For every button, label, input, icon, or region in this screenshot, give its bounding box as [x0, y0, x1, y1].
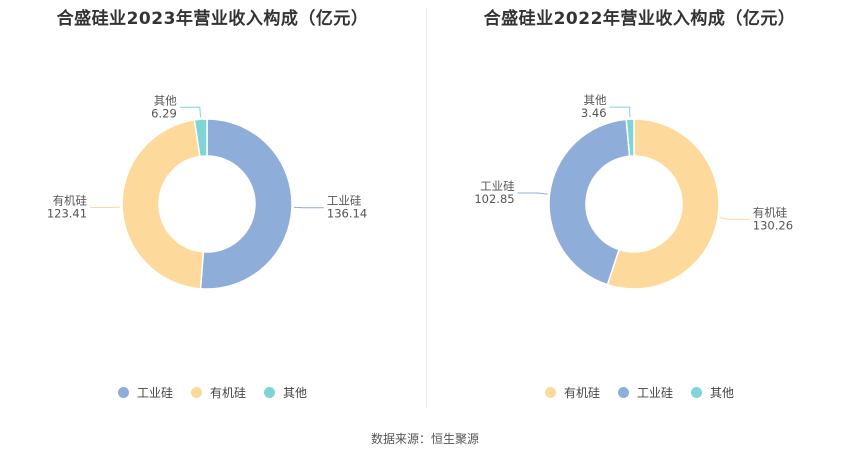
- slice-category-label: 其他: [584, 93, 607, 107]
- legend-item-3[interactable]: 其他: [264, 384, 307, 401]
- chart-panel-2022: 合盛硅业2022年营业收入构成（亿元） 有机硅 130.26 工业硅 102.85 其他…: [427, 0, 850, 410]
- legend-swatch: [617, 387, 629, 398]
- legend-label: 有机硅: [563, 386, 600, 400]
- legend-swatch: [264, 387, 275, 398]
- data-source-note: 数据来源：恒生聚源: [370, 432, 479, 446]
- panel-divider: [426, 8, 427, 408]
- chart-title: 合盛硅业2022年营业收入构成（亿元）: [483, 9, 796, 29]
- donut-slice[interactable]: [548, 118, 631, 286]
- legend-label: 其他: [710, 386, 735, 400]
- slice-category-label: 有机硅: [753, 205, 788, 219]
- legend-item-3[interactable]: 其他: [691, 384, 734, 401]
- slice-value-label: 102.85: [474, 192, 514, 206]
- legend-swatch: [117, 387, 129, 398]
- chart-title: 合盛硅业2023年营业收入构成（亿元）: [56, 9, 369, 29]
- donut-slice[interactable]: [625, 118, 635, 158]
- slice-category-label: 有机硅: [53, 194, 88, 208]
- leader-line: [179, 106, 202, 118]
- slice-category-label: 其他: [154, 93, 177, 107]
- legend: 有机硅 工业硅 其他: [427, 384, 850, 401]
- legend-label: 其他: [283, 386, 308, 400]
- slice-value-label: 130.26: [753, 218, 793, 232]
- leader-line: [609, 106, 631, 118]
- slice-category-label: 工业硅: [480, 179, 515, 193]
- slice-category-label: 工业硅: [327, 194, 362, 208]
- legend-item-1[interactable]: 工业硅: [117, 384, 173, 401]
- leader-line: [719, 217, 750, 220]
- slice-value-label: 3.46: [581, 106, 607, 120]
- slice-value-label: 6.29: [151, 106, 177, 120]
- legend-item-2[interactable]: 工业硅: [617, 384, 673, 401]
- slice-value-label: 136.14: [327, 207, 367, 221]
- donut-slice[interactable]: [199, 118, 293, 290]
- legend-swatch: [190, 387, 202, 398]
- legend-item-1[interactable]: 有机硅: [544, 384, 600, 401]
- slice-value-label: 123.41: [47, 207, 87, 221]
- legend-label: 工业硅: [636, 386, 673, 400]
- legend-label: 工业硅: [136, 386, 173, 400]
- leader-line: [517, 192, 548, 195]
- donut-slice[interactable]: [121, 119, 205, 290]
- legend-swatch: [544, 387, 556, 398]
- legend-item-2[interactable]: 有机硅: [190, 384, 246, 401]
- legend: 工业硅 有机硅 其他: [0, 384, 425, 401]
- legend-swatch: [691, 387, 702, 398]
- legend-label: 有机硅: [209, 386, 246, 400]
- chart-panel-2023: 合盛硅业2023年营业收入构成（亿元） 工业硅 136.14 有机硅 123.41 其他…: [0, 0, 425, 410]
- donut-slice[interactable]: [193, 118, 208, 158]
- donut-slice[interactable]: [606, 118, 720, 290]
